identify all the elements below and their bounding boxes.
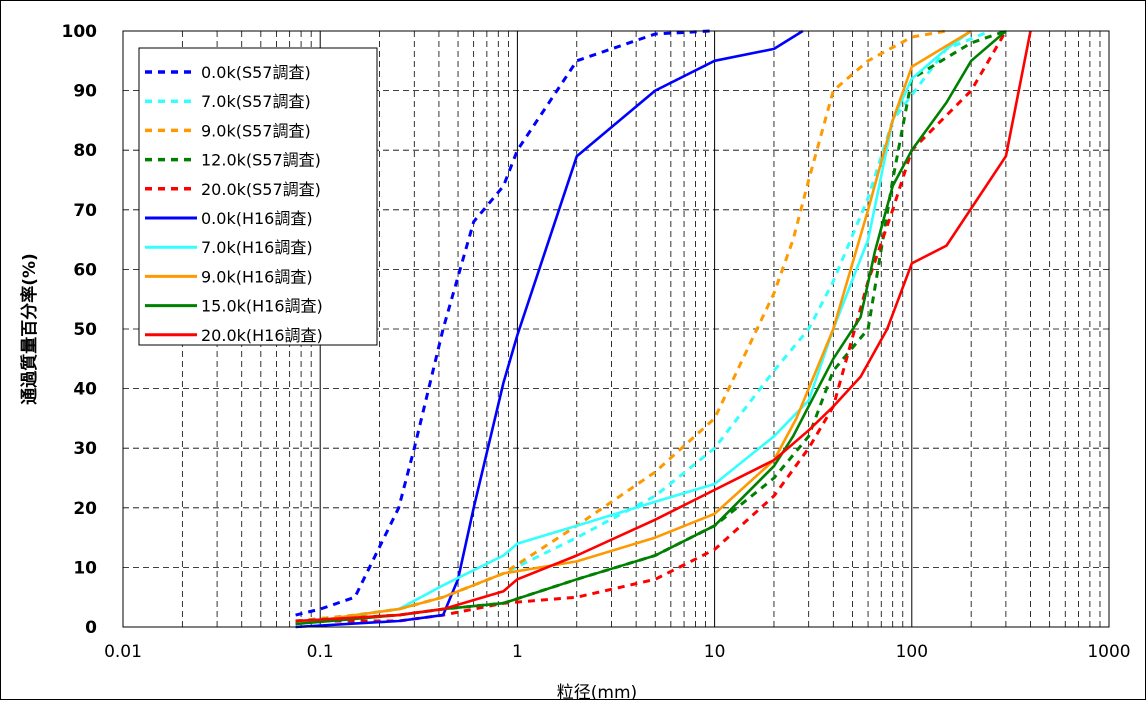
y-tick-label: 0 — [85, 618, 97, 638]
y-axis-label: 通過質量百分率(%) — [19, 253, 40, 405]
legend-entry-label: 20.0k(H16調査) — [201, 326, 323, 345]
plot-border — [122, 30, 1110, 628]
x-tick-label: 10 — [704, 642, 726, 662]
series-line-2 — [295, 29, 991, 623]
x-tick-label: 100 — [896, 642, 928, 662]
y-tick-label: 20 — [73, 499, 97, 519]
series-line-1 — [295, 29, 711, 617]
legend-entry-label: 0.0k(H16調査) — [201, 209, 313, 228]
series-line-9 — [295, 30, 1007, 626]
x-tick-label: 1 — [512, 642, 523, 662]
y-tick-label: 30 — [73, 439, 97, 459]
series-line-5 — [295, 30, 1008, 623]
series-line-6 — [295, 29, 804, 629]
y-tick-labels: 0 10 20 30 40 50 60 70 80 90 100 — [62, 22, 98, 638]
legend-entry-label: 20.0k(S57調査) — [201, 180, 321, 199]
y-tick-label: 80 — [73, 141, 97, 161]
y-tick-label: 60 — [73, 260, 97, 280]
x-tick-label: 0.01 — [104, 642, 142, 662]
legend-entry-label: 7.0k(S57調査) — [201, 92, 311, 111]
legend-entry-label: 12.0k(S57調査) — [201, 151, 321, 170]
x-tick-label: 0.1 — [307, 642, 334, 662]
y-tick-label: 50 — [73, 320, 97, 340]
legend-entry-label: 9.0k(S57調査) — [201, 121, 311, 140]
legend: 0.0k(S57調査) 7.0k(S57調査) 9.0k(S57調査) 12.0k(S… — [138, 47, 378, 346]
y-tick-label: 10 — [73, 558, 97, 578]
y-tick-label: 70 — [73, 201, 97, 221]
x-axis-label: 粒径(mm) — [557, 683, 637, 699]
y-tick-label: 90 — [73, 82, 97, 102]
series-line-10 — [295, 30, 1032, 623]
y-tick-label: 100 — [62, 22, 98, 42]
series-line-4 — [295, 29, 1007, 623]
legend-box — [138, 47, 378, 346]
legend-entry-label: 0.0k(S57調査) — [201, 63, 311, 82]
series-line-8 — [295, 29, 972, 626]
series-layer — [295, 29, 1032, 629]
y-tick-label: 40 — [73, 380, 97, 400]
series-line-7 — [295, 29, 972, 626]
x-tick-label: 1000 — [1087, 642, 1130, 662]
legend-entry-label: 7.0k(H16調査) — [201, 238, 313, 257]
legend-entry-label: 15.0k(H16調査) — [201, 297, 323, 316]
legend-entry-label: 9.0k(H16調査) — [201, 267, 313, 286]
x-tick-labels: 0.01 0.1 1 10 100 1000 — [104, 642, 1131, 662]
